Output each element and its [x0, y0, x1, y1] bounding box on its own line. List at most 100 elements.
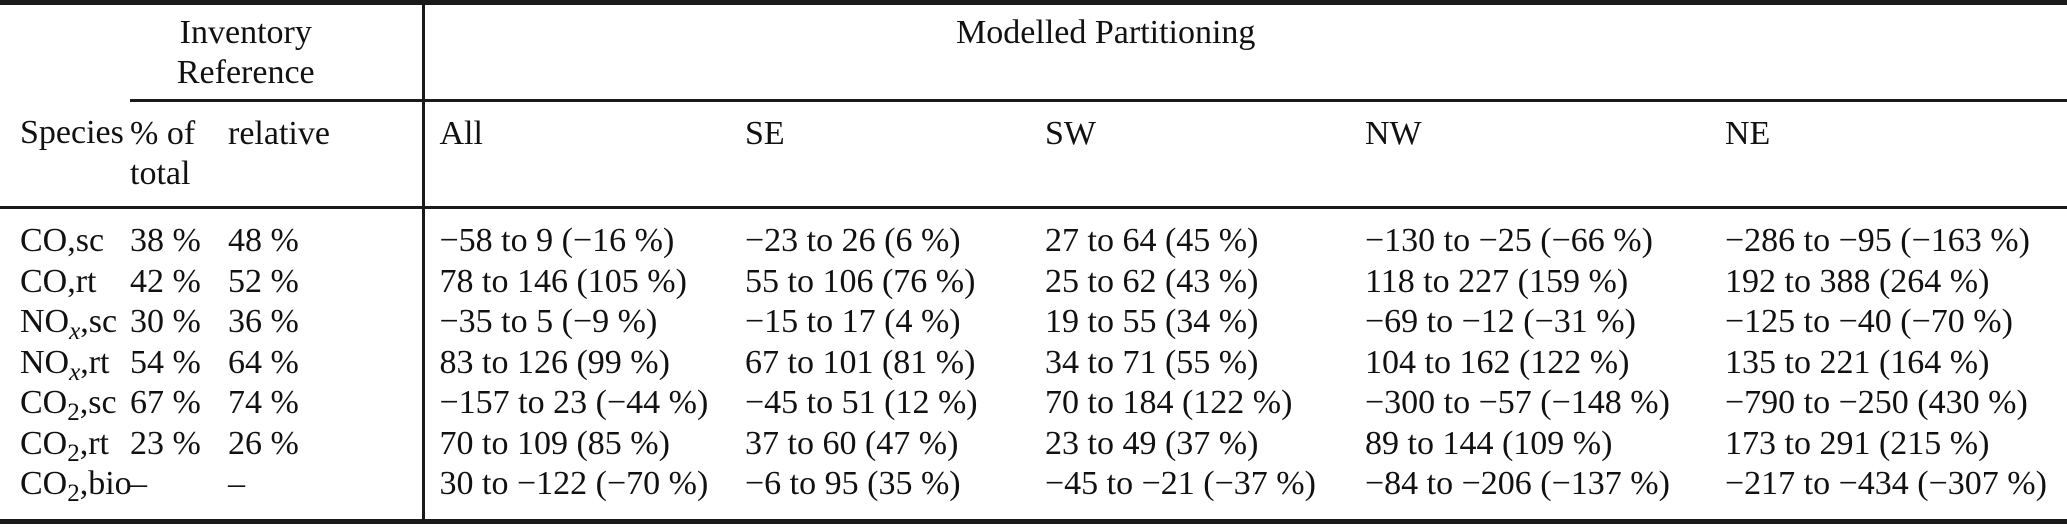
species-suffix: ,rt [80, 343, 110, 381]
nw-cell: −69 to −12 (−31 %) [1365, 303, 1636, 340]
se-cell: 55 to 106 (76 %) [745, 262, 976, 300]
all-cell: 78 to 146 (105 %) [421, 261, 730, 302]
column-header-all: All [421, 100, 730, 209]
se-cell: −6 to 95 (35 %) [745, 465, 961, 502]
species-subscript: x [69, 358, 81, 386]
table-row-co2-bio: CO2,bio – – 30 to −122 (−70 %) −6 to 95 … [0, 464, 2067, 521]
relative-cell: 52 % [228, 262, 299, 300]
species-cell: CO2,bio [0, 464, 132, 521]
pct-total-cell: 38 % [130, 222, 201, 259]
column-header-ne: NE [1710, 100, 2067, 209]
ne-cell: 192 to 388 (264 %) [1725, 262, 1990, 300]
se-cell: −15 to 17 (4 %) [745, 303, 961, 340]
species-cell: CO,rt [0, 262, 130, 303]
relative-cell: 36 % [228, 303, 299, 340]
pct-total-cell: 67 % [130, 384, 201, 421]
species-cell: CO,sc [0, 208, 130, 262]
se-cell: 67 to 101 (81 %) [745, 343, 976, 381]
species-base: CO [20, 262, 68, 300]
species-subscript: x [69, 318, 81, 345]
pct-total-cell: 54 % [130, 343, 201, 381]
all-cell: −58 to 9 (−16 %) [421, 207, 730, 262]
species-cell: NOx,rt [0, 343, 130, 386]
pct-total-cell: 30 % [130, 303, 201, 340]
column-header-relative: relative [228, 100, 423, 209]
species-suffix: ,rt [79, 424, 110, 462]
header-group-row: Inventory Reference Modelled Partitionin… [0, 2, 2067, 102]
header-species-spacer [0, 3, 130, 101]
column-header-nw: NW [1350, 100, 1710, 209]
table-row-co2-sc: CO2,sc 67 % 74 % −157 to 23 (−44 %) −45 … [0, 383, 2067, 426]
species-base: CO [20, 424, 68, 462]
sw-cell: −45 to −21 (−37 %) [1045, 465, 1316, 502]
species-base: CO [20, 384, 68, 421]
species-base: CO [20, 222, 68, 259]
ne-cell: −125 to −40 (−70 %) [1725, 303, 2013, 340]
species-cell: CO2,sc [0, 383, 130, 426]
inventory-reference-line2: Reference [176, 54, 315, 91]
all-cell: −35 to 5 (−9 %) [421, 302, 730, 343]
ne-cell: 173 to 291 (215 %) [1725, 424, 1990, 462]
ne-cell: −790 to −250 (430 %) [1725, 384, 2028, 421]
species-suffix: ,rt [67, 262, 97, 300]
nw-cell: 89 to 144 (109 %) [1365, 424, 1613, 462]
se-cell: −23 to 26 (6 %) [745, 222, 961, 259]
ne-cell: −286 to −95 (−163 %) [1725, 222, 2030, 259]
se-cell: 37 to 60 (47 %) [745, 424, 959, 462]
table-row-co-sc: CO,sc 38 % 48 % −58 to 9 (−16 %) −23 to … [0, 207, 2067, 262]
column-header-pct-of-total: % of total [130, 100, 228, 209]
pct-total-cell: 42 % [130, 262, 201, 300]
all-cell: 30 to −122 (−70 %) [421, 464, 730, 521]
pct-total-cell: – [130, 465, 147, 502]
header-group-inventory-reference: Inventory Reference [130, 2, 423, 102]
relative-cell: – [228, 465, 245, 502]
species-cell: CO2,rt [0, 424, 130, 467]
sw-cell: 23 to 49 (37 %) [1045, 424, 1259, 462]
all-cell: 70 to 109 (85 %) [421, 423, 730, 464]
sw-cell: 27 to 64 (45 %) [1045, 222, 1259, 259]
species-base: NO [20, 343, 70, 381]
species-cell: NOx,sc [0, 302, 130, 345]
sw-cell: 25 to 62 (43 %) [1045, 262, 1259, 300]
all-cell: 83 to 126 (99 %) [421, 342, 730, 383]
all-cell: −157 to 23 (−44 %) [421, 383, 730, 424]
sw-cell: 34 to 71 (55 %) [1045, 343, 1259, 381]
nw-cell: −300 to −57 (−148 %) [1365, 384, 1670, 421]
species-subscript: 2 [67, 480, 80, 507]
column-header-row: Species % of total relative All SE SW NW… [0, 100, 2067, 209]
species-suffix: ,bio [79, 465, 132, 502]
table-row-nox-sc: NOx,sc 30 % 36 % −35 to 5 (−9 %) −15 to … [0, 302, 2067, 345]
ne-cell: −217 to −434 (−307 %) [1725, 465, 2047, 502]
nw-cell: 104 to 162 (122 %) [1365, 343, 1630, 381]
column-header-sw: SW [1030, 100, 1350, 209]
sw-cell: 19 to 55 (34 %) [1045, 303, 1259, 340]
se-cell: −45 to 51 (12 %) [745, 384, 978, 421]
species-base: NO [20, 303, 70, 340]
pct-of-total-line2: total [130, 155, 191, 192]
column-header-species: Species [0, 100, 130, 209]
header-group-modelled-partitioning: Modelled Partitioning [421, 2, 2067, 102]
nw-cell: −130 to −25 (−66 %) [1365, 222, 1653, 259]
species-suffix: ,sc [79, 384, 117, 421]
relative-cell: 48 % [228, 222, 299, 259]
species-suffix: ,sc [67, 222, 105, 259]
relative-cell: 64 % [228, 343, 299, 381]
species-subscript: 2 [67, 439, 80, 467]
nw-cell: 118 to 227 (159 %) [1365, 262, 1629, 300]
ne-cell: 135 to 221 (164 %) [1725, 343, 1990, 381]
column-header-se: SE [730, 100, 1030, 209]
species-base: CO [20, 465, 68, 502]
species-subscript: 2 [67, 399, 80, 426]
nw-cell: −84 to −206 (−137 %) [1365, 465, 1670, 502]
relative-cell: 26 % [228, 424, 299, 462]
sw-cell: 70 to 184 (122 %) [1045, 384, 1293, 421]
table-row-co-rt: CO,rt 42 % 52 % 78 to 146 (105 %) 55 to … [0, 261, 2067, 303]
relative-cell: 74 % [228, 384, 299, 421]
table-row-nox-rt: NOx,rt 54 % 64 % 83 to 126 (99 %) 67 to … [0, 342, 2067, 386]
pct-of-total-line1: % of [130, 115, 196, 152]
table-row-co2-rt: CO2,rt 23 % 26 % 70 to 109 (85 %) 37 to … [0, 423, 2067, 467]
pct-total-cell: 23 % [130, 424, 201, 462]
inventory-reference-line1: Inventory [179, 14, 312, 51]
